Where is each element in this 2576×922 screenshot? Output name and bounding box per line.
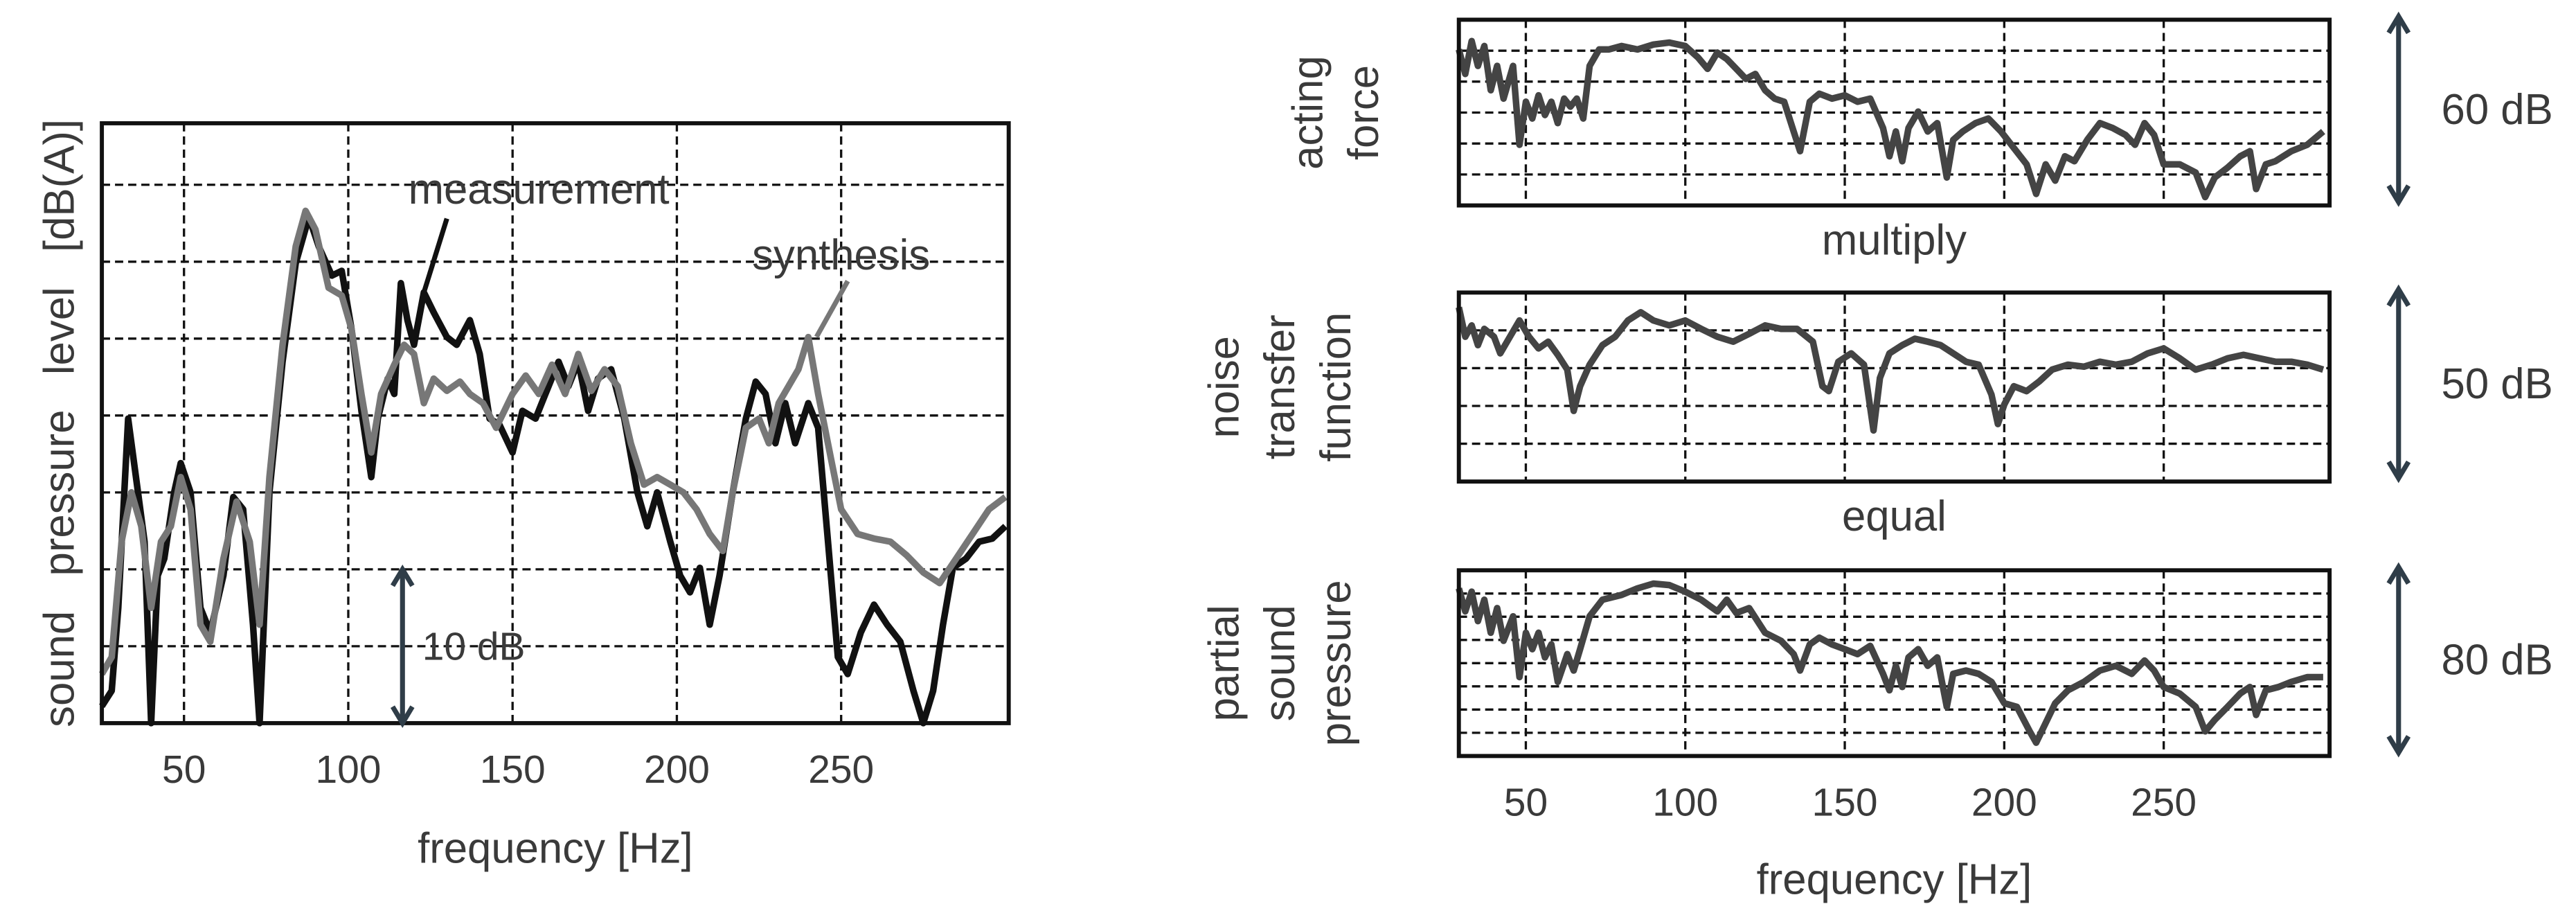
- data-line: [98, 207, 1008, 676]
- arrow-heads: [2386, 11, 2411, 207]
- arrow-head: [390, 705, 415, 728]
- y-axis-label: acting: [1285, 55, 1332, 170]
- leader-line: [814, 279, 850, 339]
- scale-bar-label: 10 dB: [422, 625, 526, 669]
- y-axis-label: pressure: [1312, 580, 1360, 746]
- caption: equal: [1842, 493, 1947, 540]
- arrow-heads: [390, 564, 415, 728]
- arrow-head: [2386, 184, 2411, 207]
- plot-frame: [100, 121, 1011, 725]
- y-axis-label: transfer: [1256, 314, 1304, 459]
- arrow-head: [2386, 284, 2411, 308]
- arrow-head: [2386, 460, 2411, 484]
- arrow-heads: [2386, 562, 2411, 758]
- arrow-head: [2386, 735, 2411, 758]
- y-axis-label: noise: [1201, 336, 1249, 438]
- scale-bar-label: 60 dB: [2442, 86, 2553, 134]
- data-line: [1456, 580, 2323, 746]
- chart-panel: noise transfer function equal 50 dB: [1201, 284, 2553, 540]
- arrow-heads: [2386, 284, 2411, 484]
- plot-frame: [1456, 17, 2332, 208]
- series-label: synthesis: [752, 231, 930, 279]
- data-line: [1456, 37, 2325, 201]
- x-tick-label: 50: [162, 747, 206, 792]
- x-tick-label: 150: [1812, 781, 1878, 825]
- scale-bar-label: 50 dB: [2442, 360, 2553, 408]
- y-axis-label: partial: [1201, 605, 1249, 721]
- x-tick-label: 200: [644, 747, 710, 792]
- x-tick-label: 250: [2131, 781, 2197, 825]
- chart-panel: acting force multiply 60 dB: [1285, 11, 2553, 264]
- x-tick-label: 100: [315, 747, 381, 792]
- x-tick-label: 250: [808, 747, 874, 792]
- series-label: measurement: [409, 166, 670, 213]
- x-tick-label: 50: [1504, 781, 1548, 825]
- y-axis-label: function: [1312, 312, 1360, 462]
- arrow-head: [390, 564, 415, 587]
- arrow-head: [2386, 562, 2411, 585]
- caption: multiply: [1822, 216, 1967, 264]
- arrow-head: [2386, 11, 2411, 35]
- leader-line: [421, 218, 449, 294]
- y-axis-label: force: [1340, 65, 1388, 160]
- x-tick-label: 100: [1652, 781, 1718, 825]
- x-tick-label: 200: [1971, 781, 2037, 825]
- plot-frame: [1456, 568, 2332, 759]
- x-axis-label: frequency [Hz]: [1757, 855, 2032, 903]
- plot-frame: [1456, 290, 2332, 484]
- y-axis-label: sound: [1256, 605, 1304, 721]
- y-axis-label: sound pressure level [dB(A)]: [35, 119, 83, 727]
- chart-panel: 50 100 150 200 250 partial sound pressure freque…: [1201, 562, 2553, 903]
- x-tick-label: 150: [480, 747, 546, 792]
- x-axis-label: frequency [Hz]: [418, 824, 693, 872]
- data-line: [1456, 306, 2325, 434]
- scale-bar-label: 80 dB: [2442, 637, 2553, 684]
- chart-panel: 50 100 150 200 250 measurement synthesis sound …: [35, 119, 1011, 872]
